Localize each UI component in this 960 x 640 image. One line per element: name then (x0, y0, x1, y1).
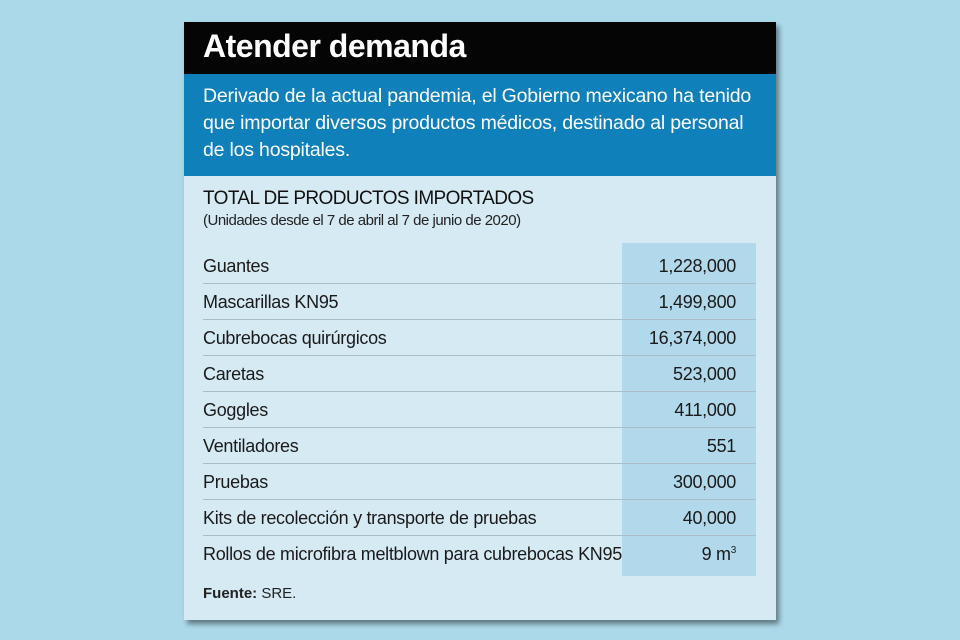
table-row: Mascarillas KN95 1,499,800 (203, 284, 756, 320)
table-heading: TOTAL DE PRODUCTOS IMPORTADOS (203, 188, 534, 209)
product-value-text: 40,000 (682, 508, 737, 528)
source-value: SRE. (261, 585, 297, 602)
unit-superscript: 3 (730, 545, 737, 556)
intro-band: Derivado de la actual pandemia, el Gobie… (184, 74, 776, 176)
product-value: 523,000 (673, 364, 736, 385)
product-value: 300,000 (673, 472, 736, 493)
product-label: Kits de recolección y transporte de prue… (203, 508, 537, 528)
product-value-text: 16,374,000 (648, 328, 736, 348)
product-value-text: 411,000 (674, 400, 736, 420)
product-value: 16,374,000 (649, 328, 736, 349)
table-row: Rollos de microfibra meltblown para cubr… (203, 536, 756, 572)
source-label: Fuente: (203, 585, 258, 602)
product-value: 9 m3 (701, 544, 737, 565)
product-value-text: 551 (706, 436, 736, 456)
product-label: Guantes (203, 256, 269, 276)
product-value: 40,000 (682, 508, 737, 529)
table-row: Kits de recolección y transporte de prue… (203, 500, 756, 536)
infographic-title: Atender demanda (203, 28, 466, 64)
product-value: 1,228,000 (658, 256, 737, 277)
source-note: Fuente: SRE. (203, 585, 296, 602)
product-label: Mascarillas KN95 (203, 292, 339, 312)
table-row: Pruebas 300,000 (203, 464, 756, 500)
product-value-text: 9 m (701, 544, 731, 564)
product-value-text: 523,000 (673, 364, 736, 384)
table-row: Goggles 411,000 (203, 392, 756, 428)
product-value: 551 (707, 436, 736, 457)
product-label: Ventiladores (203, 436, 299, 456)
product-value: 411,000 (674, 400, 736, 421)
table-row: Cubrebocas quirúrgicos 16,374,000 (203, 320, 756, 356)
product-value-text: 1,499,800 (658, 292, 737, 312)
intro-text: Derivado de la actual pandemia, el Gobie… (203, 85, 752, 161)
infographic-card: Atender demanda Derivado de la actual pa… (184, 22, 776, 620)
table-subheading: (Unidades desde el 7 de abril al 7 de ju… (203, 212, 521, 229)
product-value-text: 300,000 (673, 472, 736, 492)
product-label: Cubrebocas quirúrgicos (203, 328, 387, 348)
product-label: Goggles (203, 400, 268, 420)
table-row: Guantes 1,228,000 (203, 248, 756, 284)
product-label: Pruebas (203, 472, 268, 492)
product-label: Caretas (203, 364, 264, 384)
product-label: Rollos de microfibra meltblown para cubr… (203, 544, 622, 564)
value-column-highlight (622, 243, 756, 576)
product-value-text: 1,228,000 (658, 256, 737, 276)
products-table: Guantes 1,228,000 Mascarillas KN95 1,499,80… (203, 248, 756, 572)
product-value: 1,499,800 (658, 292, 737, 313)
table-row: Caretas 523,000 (203, 356, 756, 392)
table-row: Ventiladores 551 (203, 428, 756, 464)
title-band: Atender demanda (184, 22, 776, 74)
